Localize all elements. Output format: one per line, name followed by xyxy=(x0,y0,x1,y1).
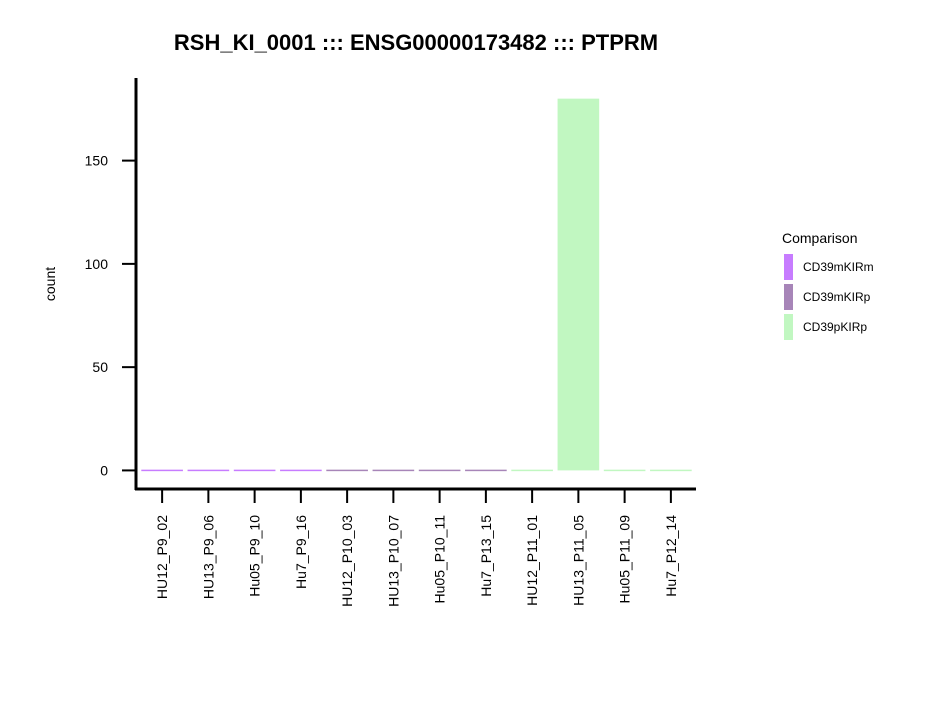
bar xyxy=(141,469,183,472)
legend-title: Comparison xyxy=(782,230,857,246)
y-tick-label: 150 xyxy=(85,153,109,169)
x-tick-label: Hu7_P9_16 xyxy=(293,515,309,589)
y-axis: 0 50 100 150 xyxy=(85,78,138,490)
legend-swatch xyxy=(784,254,793,280)
x-tick-label: Hu7_P12_14 xyxy=(663,515,679,597)
x-tick-label: HU13_P10_07 xyxy=(385,515,401,607)
x-tick-label: HU12_P11_01 xyxy=(524,515,540,606)
bar xyxy=(187,469,230,472)
x-tick-label: Hu05_P9_10 xyxy=(247,515,263,597)
x-tick-label: Hu7_P13_15 xyxy=(478,515,494,597)
y-tick-label: 100 xyxy=(85,256,109,272)
chart-title: RSH_KI_0001 ::: ENSG00000173482 ::: PTPR… xyxy=(174,30,658,55)
legend-swatch xyxy=(784,314,793,340)
bar xyxy=(233,469,276,472)
x-axis: HU12_P9_02 HU13_P9_06 Hu05_P9_10 Hu7_P9_16 H… xyxy=(135,487,696,607)
legend-swatch xyxy=(784,284,793,310)
y-tick-label: 0 xyxy=(100,462,108,478)
bar xyxy=(418,469,461,472)
x-tick-label: HU13_P9_06 xyxy=(200,515,216,599)
bar xyxy=(650,469,692,472)
bars-group xyxy=(141,98,692,472)
bar xyxy=(603,469,646,472)
legend: Comparison CD39mKIRm CD39mKIRp CD39pKIRp xyxy=(782,230,874,340)
legend-label: CD39pKIRp xyxy=(803,320,867,334)
bar xyxy=(372,469,415,472)
x-tick-label: Hu05_P10_11 xyxy=(432,515,448,604)
bar xyxy=(280,469,322,472)
legend-label: CD39mKIRp xyxy=(803,290,871,304)
y-tick-label: 50 xyxy=(92,359,108,375)
bar xyxy=(465,469,507,472)
bar xyxy=(326,469,368,472)
y-axis-title: count xyxy=(42,267,58,301)
x-tick-label: HU13_P11_05 xyxy=(570,515,586,606)
x-tick-label: Hu05_P11_09 xyxy=(617,515,633,604)
legend-label: CD39mKIRm xyxy=(803,260,874,274)
x-tick-label: HU12_P9_02 xyxy=(154,515,170,599)
bar xyxy=(557,98,600,471)
x-tick-label: HU12_P10_03 xyxy=(339,515,355,607)
bar xyxy=(511,469,553,472)
